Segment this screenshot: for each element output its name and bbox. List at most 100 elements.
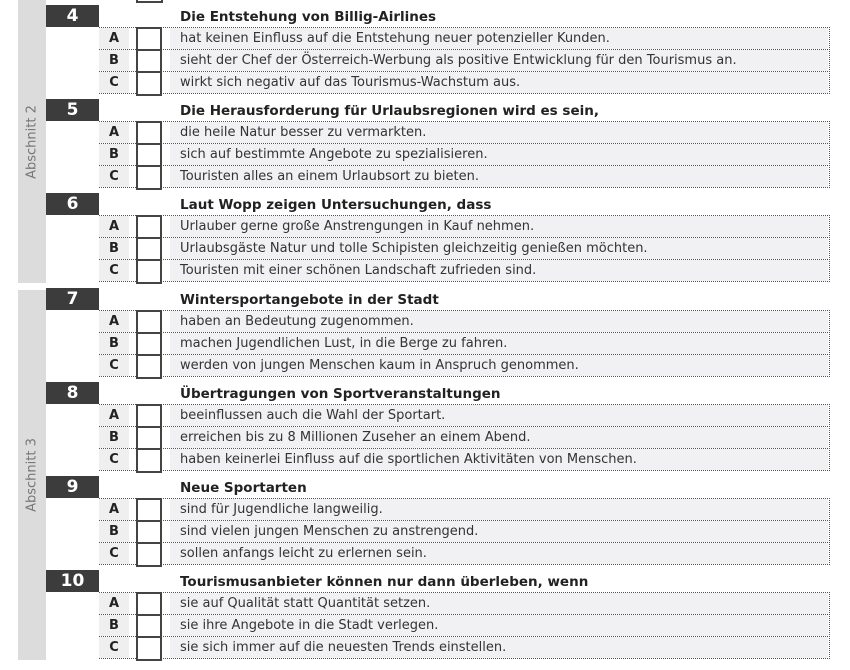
answer-option: C werden von jungen Menschen kaum in Ans… [99, 354, 830, 379]
answer-option: C Touristen alles an einem Urlaubsort zu… [99, 165, 830, 190]
section-label: Abschnitt 3 [24, 438, 40, 512]
answer-option: A hat keinen Einfluss auf die Entstehung… [99, 27, 830, 52]
question-stem: Neue Sportarten [180, 480, 307, 496]
answer-checkbox[interactable] [136, 520, 162, 545]
option-text: hat keinen Einfluss auf die Entstehung n… [170, 28, 828, 49]
option-letter: C [99, 355, 129, 376]
question-number: 8 [46, 382, 99, 404]
answer-checkbox[interactable] [136, 332, 162, 357]
option-text: sind für Jugendliche langweilig. [170, 499, 828, 520]
option-text: Touristen mit einer schönen Landschaft z… [170, 260, 828, 281]
question-number: 4 [46, 5, 99, 27]
answer-option: C sollen anfangs leicht zu erlernen sein… [99, 542, 830, 567]
option-letter: B [99, 144, 129, 165]
option-letter: B [99, 238, 129, 259]
answer-option: A beeinflussen auch die Wahl der Sportar… [99, 404, 830, 429]
answer-option: C Touristen mit einer schönen Landschaft… [99, 259, 830, 284]
question-10: 10 Tourismusanbieter können nur dann übe… [46, 570, 830, 661]
question-6: 6 Laut Wopp zeigen Untersuchungen, dass … [46, 193, 830, 284]
question-number: 5 [46, 99, 99, 121]
answer-option: A die heile Natur besser zu vermarkten. [99, 121, 830, 146]
answer-option: A sind für Jugendliche langweilig. [99, 498, 830, 523]
answer-checkbox[interactable] [136, 165, 162, 190]
question-stem: Laut Wopp zeigen Untersuchungen, dass [180, 197, 492, 213]
question-9: 9 Neue Sportarten A sind für Jugendliche… [46, 476, 830, 567]
question-number: 6 [46, 193, 99, 215]
question-stem: Die Herausforderung für Urlaubsregionen … [180, 103, 599, 119]
option-letter: B [99, 333, 129, 354]
option-letter: A [99, 216, 129, 237]
answer-option: B Urlaubsgäste Natur und tolle Schipiste… [99, 237, 830, 262]
answer-checkbox[interactable] [136, 498, 162, 523]
answer-option: C wirkt sich negativ auf das Tourismus-W… [99, 71, 830, 96]
question-number: 7 [46, 288, 99, 310]
option-letter: B [99, 427, 129, 448]
answer-option: C sie sich immer auf die neuesten Trends… [99, 636, 830, 661]
answer-option: B erreichen bis zu 8 Millionen Zuseher a… [99, 426, 830, 451]
option-text: sieht der Chef der Österreich-Werbung al… [170, 50, 828, 71]
answer-checkbox[interactable] [136, 354, 162, 379]
answer-checkbox[interactable] [136, 259, 162, 284]
option-letter: C [99, 543, 129, 564]
question-8: 8 Übertragungen von Sportveranstaltungen… [46, 382, 830, 473]
answer-checkbox[interactable] [136, 542, 162, 567]
question-4: 4 Die Entstehung von Billig-Airlines A h… [46, 5, 830, 96]
answer-option: A Urlauber gerne große Anstrengungen in … [99, 215, 830, 240]
option-letter: C [99, 166, 129, 187]
answer-checkbox[interactable] [136, 237, 162, 262]
option-text: Touristen alles an einem Urlaubsort zu b… [170, 166, 828, 187]
question-5: 5 Die Herausforderung für Urlaubsregione… [46, 99, 830, 190]
option-letter: A [99, 499, 129, 520]
option-letter: A [99, 405, 129, 426]
option-letter: C [99, 260, 129, 281]
option-letter: C [99, 637, 129, 658]
answer-checkbox[interactable] [136, 49, 162, 74]
question-number: 9 [46, 476, 99, 498]
option-text: haben an Bedeutung zugenommen. [170, 311, 828, 332]
answer-checkbox[interactable] [136, 448, 162, 473]
answer-option: B sie ihre Angebote in die Stadt verlege… [99, 614, 830, 639]
question-7: 7 Wintersportangebote in der Stadt A hab… [46, 288, 830, 379]
answer-checkbox[interactable] [136, 404, 162, 429]
option-letter: B [99, 50, 129, 71]
option-text: machen Jugendlichen Lust, in die Berge z… [170, 333, 828, 354]
answer-checkbox[interactable] [136, 71, 162, 96]
answer-option: A sie auf Qualität statt Quantität setze… [99, 592, 830, 617]
option-letter: A [99, 593, 129, 614]
option-text: sie auf Qualität statt Quantität setzen. [170, 593, 828, 614]
answer-option: A haben an Bedeutung zugenommen. [99, 310, 830, 335]
section-label: Abschnitt 2 [24, 104, 40, 179]
question-stem: Tourismusanbieter können nur dann überle… [180, 574, 589, 590]
option-text: die heile Natur besser zu vermarkten. [170, 122, 828, 143]
option-letter: C [99, 72, 129, 93]
question-stem: Übertragungen von Sportveranstaltungen [180, 386, 501, 402]
answer-option: B machen Jugendlichen Lust, in die Berge… [99, 332, 830, 357]
option-letter: B [99, 521, 129, 542]
option-text: beeinflussen auch die Wahl der Sportart. [170, 405, 828, 426]
option-text: wirkt sich negativ auf das Tourismus-Wac… [170, 72, 828, 93]
option-text: erreichen bis zu 8 Millionen Zuseher an … [170, 427, 828, 448]
option-text: sollen anfangs leicht zu erlernen sein. [170, 543, 828, 564]
answer-checkbox[interactable] [136, 215, 162, 240]
question-stem: Wintersportangebote in der Stadt [180, 292, 439, 308]
answer-checkbox[interactable] [136, 614, 162, 639]
option-letter: C [99, 449, 129, 470]
option-text: Urlaubsgäste Natur und tolle Schipisten … [170, 238, 828, 259]
option-text: sie ihre Angebote in die Stadt verlegen. [170, 615, 828, 636]
question-stem: Die Entstehung von Billig-Airlines [180, 9, 437, 25]
answer-checkbox[interactable] [136, 636, 162, 661]
previous-checkbox-edge [136, 0, 163, 3]
section-band-3: Abschnitt 3 [18, 290, 46, 660]
option-text: sich auf bestimmte Angebote zu spezialis… [170, 144, 828, 165]
option-text: Urlauber gerne große Anstrengungen in Ka… [170, 216, 828, 237]
answer-option: B sieht der Chef der Österreich-Werbung … [99, 49, 830, 74]
answer-checkbox[interactable] [136, 121, 162, 146]
option-letter: B [99, 615, 129, 636]
option-letter: A [99, 28, 129, 49]
option-letter: A [99, 122, 129, 143]
answer-option: B sich auf bestimmte Angebote zu spezial… [99, 143, 830, 168]
answer-option: B sind vielen jungen Menschen zu anstren… [99, 520, 830, 545]
answer-option: C haben keinerlei Einfluss auf die sport… [99, 448, 830, 473]
option-text: werden von jungen Menschen kaum in Anspr… [170, 355, 828, 376]
option-text: sie sich immer auf die neuesten Trends e… [170, 637, 828, 658]
